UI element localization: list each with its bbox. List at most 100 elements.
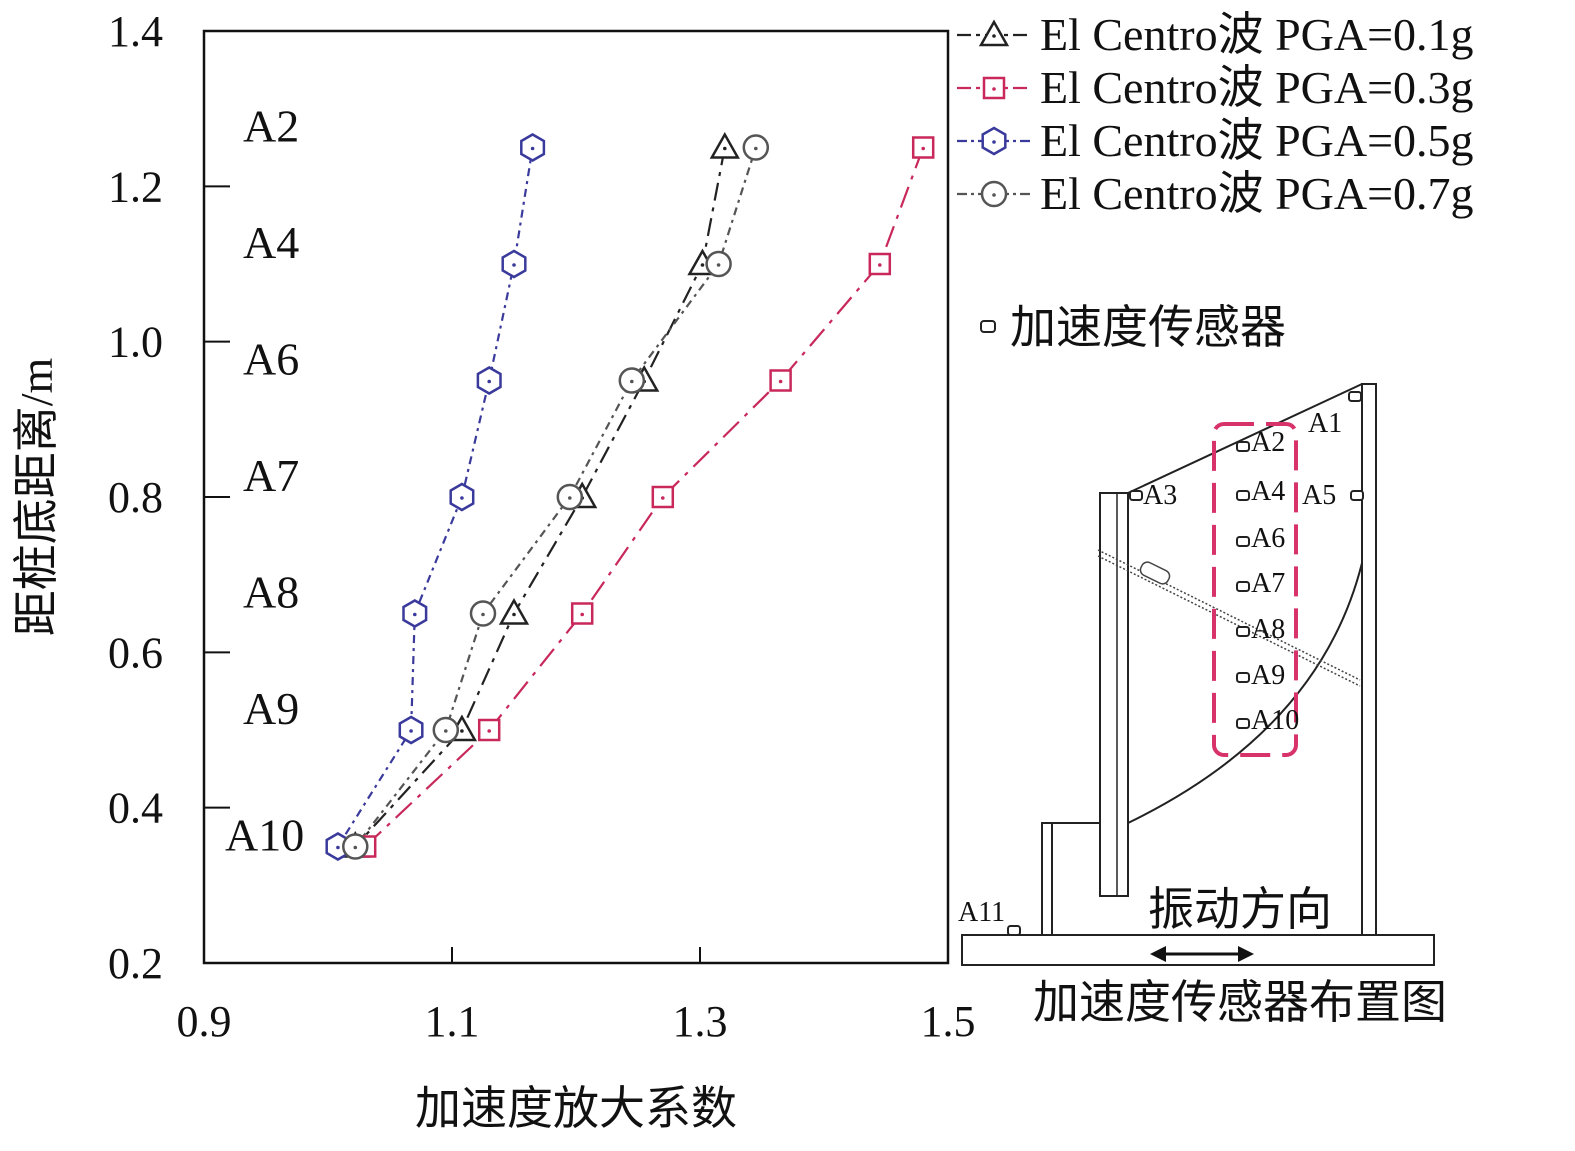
sensor-column-box bbox=[1212, 422, 1298, 757]
x-axis-ticks: 0.9 1.1 1.3 1.5 bbox=[177, 947, 976, 1046]
sensor-a6-label: A6 bbox=[1251, 523, 1285, 554]
sensor-a7-label: A7 bbox=[1251, 568, 1285, 599]
y-tick-label: 0.4 bbox=[108, 784, 163, 833]
x-tick-label: 1.5 bbox=[921, 997, 976, 1046]
y-tick-label: 0.6 bbox=[108, 628, 163, 677]
legend-label: El Centro波 PGA=0.1g bbox=[1040, 9, 1474, 60]
sensor-legend-icon bbox=[980, 320, 996, 333]
y-axis-label: 距桩底距离/m bbox=[11, 358, 62, 637]
legend-label: El Centro波 PGA=0.3g bbox=[1040, 62, 1474, 113]
vibration-direction-label: 振动方向 bbox=[1148, 884, 1332, 935]
data-point-square-5 bbox=[570, 602, 594, 625]
data-point-square-1 bbox=[911, 136, 935, 159]
data-point-hexagon-3 bbox=[476, 366, 502, 395]
legend-entry-hexagon: El Centro波 PGA=0.5g bbox=[957, 115, 1474, 166]
data-point-hexagon-2 bbox=[501, 249, 527, 279]
level-label-a6: A6 bbox=[243, 334, 299, 385]
sensor-a3-icon bbox=[1129, 490, 1143, 501]
pile bbox=[1099, 492, 1129, 897]
slope-surface bbox=[1127, 383, 1363, 494]
series-line-hexagon bbox=[336, 147, 534, 848]
retaining-wall bbox=[1361, 383, 1377, 936]
sensor-a1-icon bbox=[1348, 391, 1362, 402]
legend-marker-hexagon bbox=[981, 126, 1007, 156]
level-label-a9: A9 bbox=[243, 683, 299, 734]
sensor-a9-label: A9 bbox=[1251, 660, 1285, 691]
chart: 0.9 1.1 1.3 1.5 0.2 0.4 0.6 0.8 1.0 1.2 1.4 加速度放大… bbox=[11, 7, 1474, 1134]
data-point-hexagon-4 bbox=[449, 482, 475, 512]
data-point-circle-2 bbox=[705, 250, 732, 278]
data-point-triangle-5 bbox=[498, 597, 530, 625]
slip-arc bbox=[1127, 562, 1363, 824]
series-lines bbox=[336, 147, 925, 848]
sensor-a4-label: A4 bbox=[1251, 476, 1285, 507]
sensor-layout-diagram: 加速度传感器 A1 A2 A3 A4 A5 A6 A7 A8 A9 A10 A11 振动方向 加速度… bbox=[958, 302, 1447, 1028]
sensors: A1 A2 A3 A4 A5 A6 A7 A8 A9 A10 A11 bbox=[958, 391, 1364, 936]
sensor-a8-icon bbox=[1236, 626, 1250, 637]
sensor-a5-icon bbox=[1350, 490, 1364, 501]
legend-marker-square bbox=[982, 76, 1006, 100]
x-tick-label: 1.3 bbox=[673, 997, 728, 1046]
legend-label: El Centro波 PGA=0.7g bbox=[1040, 168, 1474, 219]
anchor-rod-1 bbox=[1097, 549, 1361, 681]
data-point-circle-7 bbox=[342, 833, 369, 860]
sensor-a1-label: A1 bbox=[1308, 408, 1342, 439]
x-tick-label: 1.1 bbox=[425, 997, 480, 1046]
sensor-a8-label: A8 bbox=[1251, 614, 1285, 645]
sensor-a11-label: A11 bbox=[958, 897, 1005, 928]
legend-marker-triangle bbox=[978, 19, 1010, 47]
data-point-triangle-1 bbox=[709, 131, 740, 159]
anchor-rod-2 bbox=[1097, 555, 1361, 687]
y-tick-label: 0.2 bbox=[108, 939, 163, 988]
sensor-a6-icon bbox=[1236, 536, 1250, 547]
data-point-circle-1 bbox=[742, 134, 770, 161]
legend-entry-square: El Centro波 PGA=0.3g bbox=[957, 62, 1474, 113]
data-point-hexagon-1 bbox=[520, 133, 546, 162]
x-axis-label: 加速度放大系数 bbox=[415, 1083, 737, 1134]
level-label-a8: A8 bbox=[243, 567, 299, 618]
sensor-a4-icon bbox=[1236, 490, 1250, 501]
sensor-a11-icon bbox=[1007, 925, 1021, 936]
y-tick-label: 1.0 bbox=[108, 318, 163, 367]
sensor-legend-label: 加速度传感器 bbox=[1010, 302, 1286, 353]
data-point-square-6 bbox=[477, 718, 501, 742]
legend-marker-circle bbox=[980, 180, 1008, 208]
level-labels: A2 A4 A6 A7 A8 A9 A10 bbox=[225, 101, 304, 861]
anchor-head bbox=[1139, 561, 1171, 585]
data-point-square-4 bbox=[651, 485, 675, 509]
data-point-square-2 bbox=[868, 252, 892, 276]
y-tick-label: 1.2 bbox=[108, 162, 163, 211]
data-point-hexagon-6 bbox=[398, 715, 424, 745]
sensor-a9-icon bbox=[1236, 672, 1250, 683]
y-axis-ticks: 0.2 0.4 0.6 0.8 1.0 1.2 1.4 bbox=[108, 7, 230, 988]
data-point-square-3 bbox=[769, 369, 792, 392]
x-tick-label: 0.9 bbox=[177, 997, 232, 1046]
vibration-arrow-right-head bbox=[1238, 946, 1254, 962]
legend-label: El Centro波 PGA=0.5g bbox=[1040, 115, 1474, 166]
data-point-circle-3 bbox=[618, 367, 646, 394]
data-point-circle-5 bbox=[469, 600, 497, 627]
sensor-a5-label: A5 bbox=[1302, 480, 1336, 511]
data-point-circle-6 bbox=[432, 716, 460, 744]
sensor-a3-label: A3 bbox=[1143, 480, 1177, 511]
legend-entry-triangle: El Centro波 PGA=0.1g bbox=[957, 9, 1474, 60]
data-point-circle-4 bbox=[556, 483, 584, 511]
y-tick-label: 1.4 bbox=[108, 7, 163, 56]
diagram-title: 加速度传感器布置图 bbox=[1033, 977, 1447, 1028]
y-tick-label: 0.8 bbox=[108, 473, 163, 522]
sensor-a2-label: A2 bbox=[1251, 427, 1285, 458]
base-slab bbox=[961, 934, 1435, 966]
legend-entry-circle: El Centro波 PGA=0.7g bbox=[957, 168, 1474, 219]
vibration-arrow-left-head bbox=[1150, 946, 1166, 962]
data-point-hexagon-5 bbox=[402, 599, 428, 628]
sensor-a10-icon bbox=[1236, 718, 1250, 729]
level-label-a2: A2 bbox=[243, 101, 299, 152]
series-markers bbox=[325, 131, 935, 861]
level-label-a4: A4 bbox=[243, 217, 299, 268]
sensor-a7-icon bbox=[1236, 581, 1250, 592]
level-label-a10: A10 bbox=[225, 810, 304, 861]
sensor-a10-label: A10 bbox=[1251, 705, 1299, 736]
